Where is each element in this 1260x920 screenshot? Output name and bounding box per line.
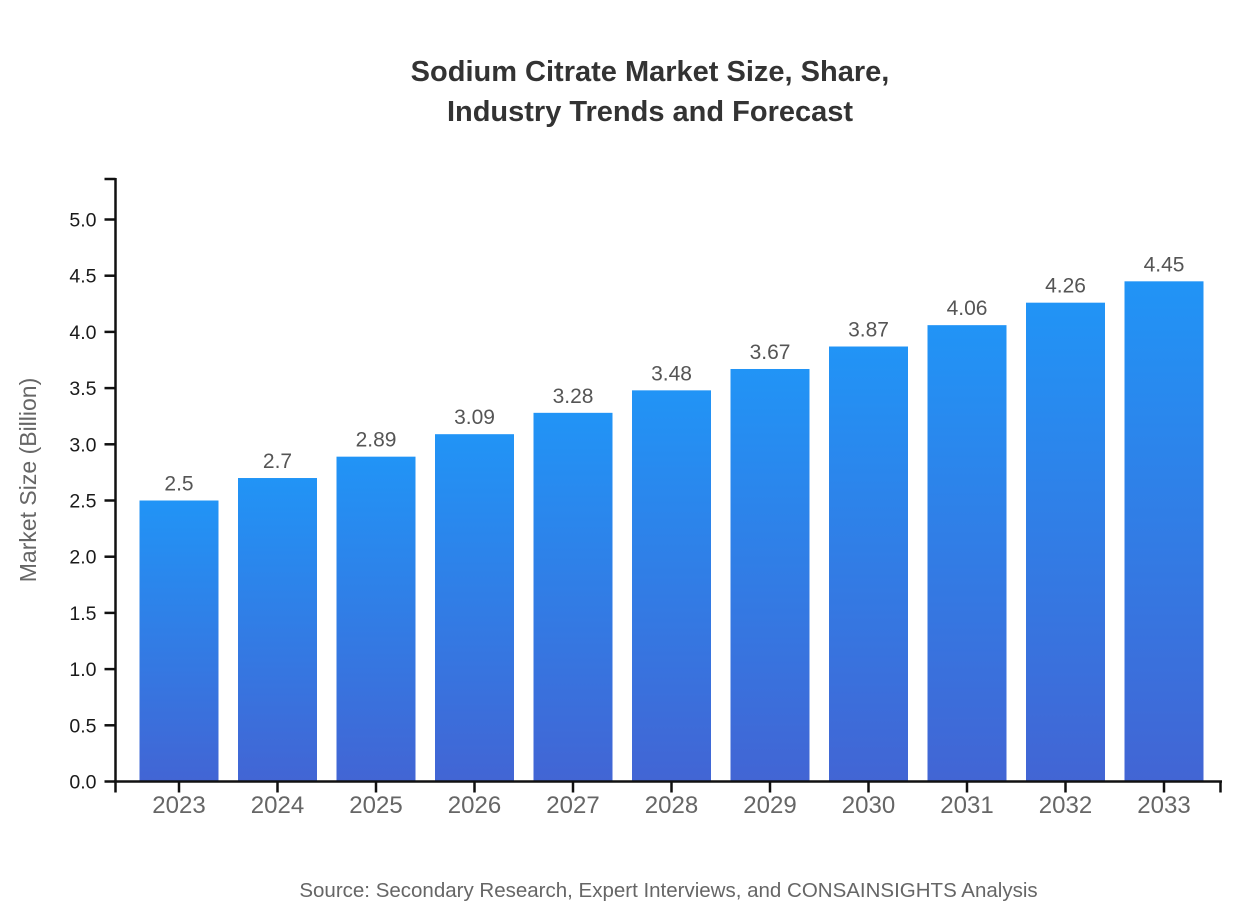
y-tick-label: 4.0 bbox=[69, 322, 96, 344]
bar-2031 bbox=[927, 325, 1007, 782]
x-tick-label: 2025 bbox=[349, 792, 402, 819]
y-tick-label: 3.0 bbox=[69, 434, 96, 456]
chart-title-line-2: Industry Trends and Forecast bbox=[446, 96, 854, 128]
bar-2033 bbox=[1124, 281, 1204, 782]
y-axis-title: Market Size (Billion) bbox=[15, 378, 41, 583]
bars-group bbox=[139, 281, 1204, 782]
axes-group bbox=[104, 177, 1222, 793]
labels-group: 2.5 2023 2.7 2024 2.89 2025 3.09 2026 3.28 2027 3.… bbox=[69, 210, 1190, 820]
y-tick-label: 5.0 bbox=[69, 210, 96, 232]
bar-2027 bbox=[533, 412, 613, 782]
y-tick-label: 1.5 bbox=[69, 603, 96, 625]
y-tick-label: 4.5 bbox=[69, 266, 96, 288]
bar-value-label: 4.45 bbox=[1144, 253, 1185, 276]
bar-2026 bbox=[435, 434, 514, 782]
x-tick-label: 2029 bbox=[743, 792, 796, 819]
bar-value-label: 4.26 bbox=[1045, 275, 1086, 298]
y-tick-label: 2.0 bbox=[69, 547, 96, 569]
y-tick-label: 0.0 bbox=[69, 772, 96, 794]
bar-value-label: 3.09 bbox=[454, 406, 495, 429]
bar-2030 bbox=[829, 346, 908, 782]
x-tick-label: 2033 bbox=[1137, 792, 1190, 819]
bar-value-label: 2.89 bbox=[356, 429, 397, 452]
bar-2028 bbox=[632, 390, 711, 782]
bar-value-label: 3.67 bbox=[750, 341, 791, 364]
bar-value-label: 3.87 bbox=[848, 319, 889, 342]
bar-value-label: 2.7 bbox=[263, 450, 292, 473]
y-tick-label: 1.0 bbox=[69, 659, 96, 681]
x-tick-label: 2030 bbox=[842, 792, 895, 819]
x-tick-label: 2031 bbox=[940, 792, 993, 819]
bar-2023 bbox=[139, 500, 219, 782]
x-tick-label: 2026 bbox=[448, 792, 501, 819]
bar-2025 bbox=[336, 456, 416, 782]
bar-value-label: 3.48 bbox=[651, 362, 692, 385]
bar-value-label: 2.5 bbox=[164, 473, 193, 496]
x-tick-label: 2024 bbox=[251, 792, 304, 819]
y-tick-label: 3.5 bbox=[69, 378, 96, 400]
bar-value-label: 4.06 bbox=[947, 297, 988, 320]
bar-2029 bbox=[730, 368, 810, 782]
chart-title-line-1: Sodium Citrate Market Size, Share, bbox=[410, 56, 890, 88]
y-tick-label: 2.5 bbox=[69, 491, 96, 513]
chart-title: Sodium Citrate Market Size, Share, Indust… bbox=[20, 52, 1260, 132]
x-tick-label: 2027 bbox=[546, 792, 599, 819]
x-tick-label: 2032 bbox=[1039, 792, 1092, 819]
bar-2032 bbox=[1026, 302, 1105, 782]
x-tick-label: 2028 bbox=[645, 792, 698, 819]
bar-value-label: 3.28 bbox=[553, 385, 594, 408]
y-tick-label: 0.5 bbox=[69, 715, 96, 737]
bar-2024 bbox=[238, 478, 317, 782]
x-tick-label: 2023 bbox=[152, 792, 205, 819]
source-note: Source: Secondary Research, Expert Inter… bbox=[299, 879, 1038, 902]
